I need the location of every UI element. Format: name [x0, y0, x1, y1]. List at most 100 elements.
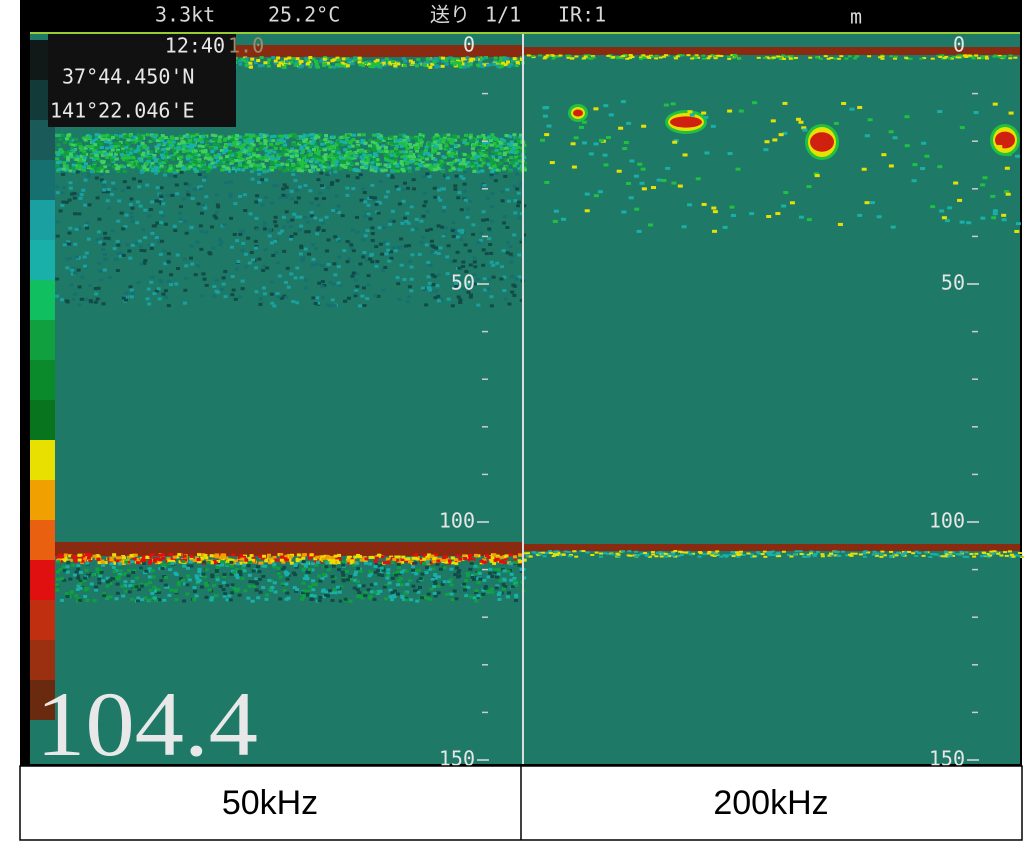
echo-speck — [234, 267, 239, 271]
echo-speck — [243, 209, 248, 213]
echo-speck — [453, 152, 458, 156]
echo-speck — [201, 572, 206, 576]
echo-speck — [375, 133, 380, 137]
echo-speck — [304, 56, 309, 60]
echo-speck — [405, 147, 410, 151]
echo-speck — [446, 297, 451, 301]
echo-speck — [400, 155, 405, 159]
echo-speck — [466, 161, 471, 165]
echo-speck — [270, 162, 275, 166]
echo-speck — [433, 140, 438, 144]
echo-speck — [471, 138, 476, 142]
echo-speck — [330, 135, 335, 139]
echo-speck — [79, 193, 84, 197]
echo-speck — [428, 263, 433, 267]
echo-speck — [129, 147, 134, 151]
echo-speck — [538, 54, 543, 57]
echo-speck — [142, 562, 147, 566]
echo-speck — [472, 169, 477, 173]
echo-speck — [234, 137, 239, 141]
echo-speck — [152, 292, 157, 296]
echo-speck — [395, 164, 400, 168]
echo-speck — [139, 159, 144, 163]
echo-speck — [218, 156, 223, 160]
echo-speck — [583, 55, 588, 58]
echo-speck — [369, 590, 374, 594]
echo-speck — [323, 56, 328, 60]
echo-speck — [452, 134, 457, 138]
echo-speck — [707, 55, 712, 58]
echo-speck — [63, 553, 68, 557]
echo-speck — [323, 267, 328, 271]
echo-speck — [434, 289, 439, 293]
echo-speck — [311, 57, 316, 61]
echo-speck — [148, 588, 153, 592]
echo-speck — [281, 193, 286, 197]
echo-speck — [452, 589, 457, 593]
echo-speck — [102, 180, 107, 184]
echo-speck — [262, 221, 267, 225]
echo-speck — [111, 565, 116, 569]
echo-speck — [508, 562, 513, 566]
echo-speck — [542, 555, 547, 558]
echo-speck — [105, 580, 110, 584]
echo-speck — [161, 565, 166, 569]
echo-speck — [647, 56, 652, 59]
echo-speck — [772, 138, 778, 142]
echo-speck — [471, 144, 476, 148]
echo-speck — [603, 104, 609, 108]
echo-speck — [874, 554, 879, 557]
echo-speck — [616, 553, 621, 556]
echo-speck — [370, 165, 375, 169]
echo-speck — [139, 584, 144, 588]
echo-speck — [210, 575, 215, 579]
echo-speck — [418, 61, 423, 65]
echo-speck — [298, 166, 303, 170]
echo-speck — [502, 151, 507, 155]
echo-speck — [368, 144, 373, 148]
echo-speck — [337, 590, 342, 594]
echo-speck — [349, 577, 354, 581]
echo-speck — [221, 588, 226, 592]
echo-speck — [351, 151, 356, 155]
echo-speck — [471, 161, 476, 165]
bottom-band — [523, 544, 1020, 551]
echo-speck — [1004, 554, 1009, 557]
echo-speck — [472, 282, 477, 286]
echo-speck — [368, 596, 373, 600]
echo-speck — [434, 553, 439, 557]
echo-speck — [454, 561, 459, 565]
echo-speck — [328, 561, 333, 565]
echo-speck — [375, 200, 380, 204]
echo-speck — [416, 57, 421, 61]
echo-speck — [229, 572, 234, 576]
echo-speck — [210, 596, 215, 600]
echo-speck — [322, 197, 327, 201]
echo-speck — [77, 226, 82, 230]
echo-speck — [465, 142, 470, 146]
echo-speck — [232, 570, 237, 574]
echo-speck — [476, 581, 481, 585]
echo-speck — [301, 256, 306, 260]
echo-speck — [275, 163, 280, 167]
echo-speck — [330, 298, 335, 302]
echo-speck — [162, 249, 167, 253]
echo-speck — [273, 220, 278, 224]
echo-speck — [125, 243, 130, 247]
echo-speck — [347, 150, 352, 154]
echo-speck — [197, 570, 202, 574]
echo-speck — [151, 164, 156, 168]
echo-speck — [203, 150, 208, 154]
echo-speck — [114, 163, 119, 167]
echo-speck — [232, 166, 237, 170]
echo-speck — [258, 302, 263, 306]
echo-speck — [818, 57, 823, 60]
echo-speck — [502, 167, 507, 171]
echo-speck — [326, 568, 331, 572]
echo-speck — [914, 550, 919, 553]
echo-speck — [484, 554, 489, 558]
echo-speck — [341, 575, 346, 579]
echo-speck — [189, 226, 194, 230]
echo-speck — [454, 60, 459, 64]
echo-speck — [425, 228, 430, 232]
